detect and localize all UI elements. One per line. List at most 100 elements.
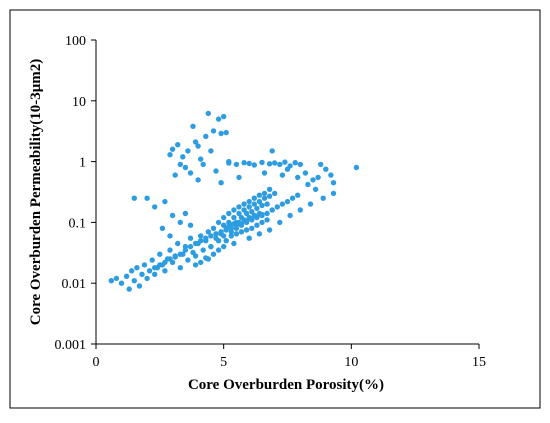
data-point xyxy=(241,201,247,207)
x-tick-label: 5 xyxy=(220,355,227,370)
data-point xyxy=(264,217,270,223)
data-point xyxy=(266,161,273,167)
data-point xyxy=(272,190,278,197)
data-point xyxy=(284,198,291,205)
data-point xyxy=(310,177,316,183)
data-points xyxy=(108,110,360,292)
data-point xyxy=(210,225,217,231)
data-point xyxy=(157,262,163,268)
data-point xyxy=(231,214,237,221)
data-point xyxy=(215,238,222,244)
y-axis-title: Core Overburden Permeability(10-3μm2) xyxy=(28,59,44,326)
x-tick-label: 15 xyxy=(472,355,486,370)
data-point xyxy=(108,278,115,284)
data-point xyxy=(269,148,275,154)
data-point xyxy=(215,247,222,253)
data-point xyxy=(236,204,242,210)
data-point xyxy=(152,265,158,271)
data-point xyxy=(323,166,329,172)
data-point xyxy=(139,271,145,277)
data-point xyxy=(251,195,257,201)
data-point xyxy=(185,148,191,154)
data-point xyxy=(192,253,199,259)
data-point xyxy=(200,247,206,253)
data-point xyxy=(141,262,148,268)
data-point xyxy=(185,257,191,263)
y-tick-label: 0.01 xyxy=(62,277,87,292)
data-point xyxy=(198,233,204,239)
data-point xyxy=(277,219,283,226)
data-point xyxy=(172,172,178,178)
data-point xyxy=(180,154,186,160)
data-point xyxy=(126,286,132,292)
data-point xyxy=(353,164,360,171)
data-point xyxy=(208,243,214,250)
data-point xyxy=(221,113,227,120)
data-point xyxy=(221,214,227,221)
data-point xyxy=(203,133,209,140)
data-point xyxy=(277,161,283,168)
data-point xyxy=(175,142,181,148)
data-point xyxy=(226,210,232,217)
y-tick-label: 0.1 xyxy=(69,216,87,231)
data-point xyxy=(228,225,234,231)
data-point xyxy=(266,227,273,233)
data-point xyxy=(243,227,250,233)
data-point xyxy=(264,201,270,207)
data-point xyxy=(221,243,227,250)
data-point xyxy=(169,212,176,219)
data-point xyxy=(289,195,296,201)
data-point xyxy=(231,240,237,247)
data-point xyxy=(187,222,194,228)
y-tick-label: 10 xyxy=(72,95,86,110)
data-point xyxy=(167,256,173,262)
data-point xyxy=(203,235,209,241)
data-point xyxy=(292,160,298,166)
data-point xyxy=(187,170,194,176)
data-point xyxy=(131,278,137,284)
data-point xyxy=(218,229,224,235)
data-point xyxy=(330,180,337,186)
data-point xyxy=(264,210,270,217)
data-point xyxy=(169,146,176,152)
data-point xyxy=(261,190,268,197)
data-point xyxy=(221,222,227,228)
data-point xyxy=(210,251,217,257)
data-point xyxy=(259,219,265,226)
data-point xyxy=(328,172,334,178)
data-point xyxy=(330,190,337,197)
data-point xyxy=(295,174,301,181)
data-point xyxy=(307,201,314,207)
data-point xyxy=(182,164,189,171)
data-point xyxy=(182,210,189,217)
data-point xyxy=(192,240,199,247)
data-point xyxy=(287,212,293,219)
data-point xyxy=(190,123,196,129)
y-tick-label: 0.001 xyxy=(55,338,87,353)
data-point xyxy=(246,204,252,210)
data-point xyxy=(284,166,291,172)
data-point xyxy=(266,186,273,192)
data-point xyxy=(251,162,257,168)
data-point xyxy=(226,160,232,166)
data-point xyxy=(146,268,153,274)
data-point xyxy=(236,174,242,181)
data-point xyxy=(243,218,250,224)
data-point xyxy=(302,170,309,176)
data-point xyxy=(251,201,257,207)
data-point xyxy=(198,238,204,244)
data-point xyxy=(149,257,155,263)
data-point xyxy=(246,160,252,167)
data-point xyxy=(312,186,319,192)
data-point xyxy=(236,210,242,217)
data-point xyxy=(218,130,224,137)
data-point xyxy=(152,271,158,277)
data-point xyxy=(282,159,288,165)
data-point xyxy=(315,174,321,181)
data-point xyxy=(254,222,260,228)
data-point xyxy=(259,202,265,209)
axes: 0 5 10 15 0.001 0.01 0.1 1 10 100 xyxy=(55,34,487,370)
data-point xyxy=(249,216,255,222)
